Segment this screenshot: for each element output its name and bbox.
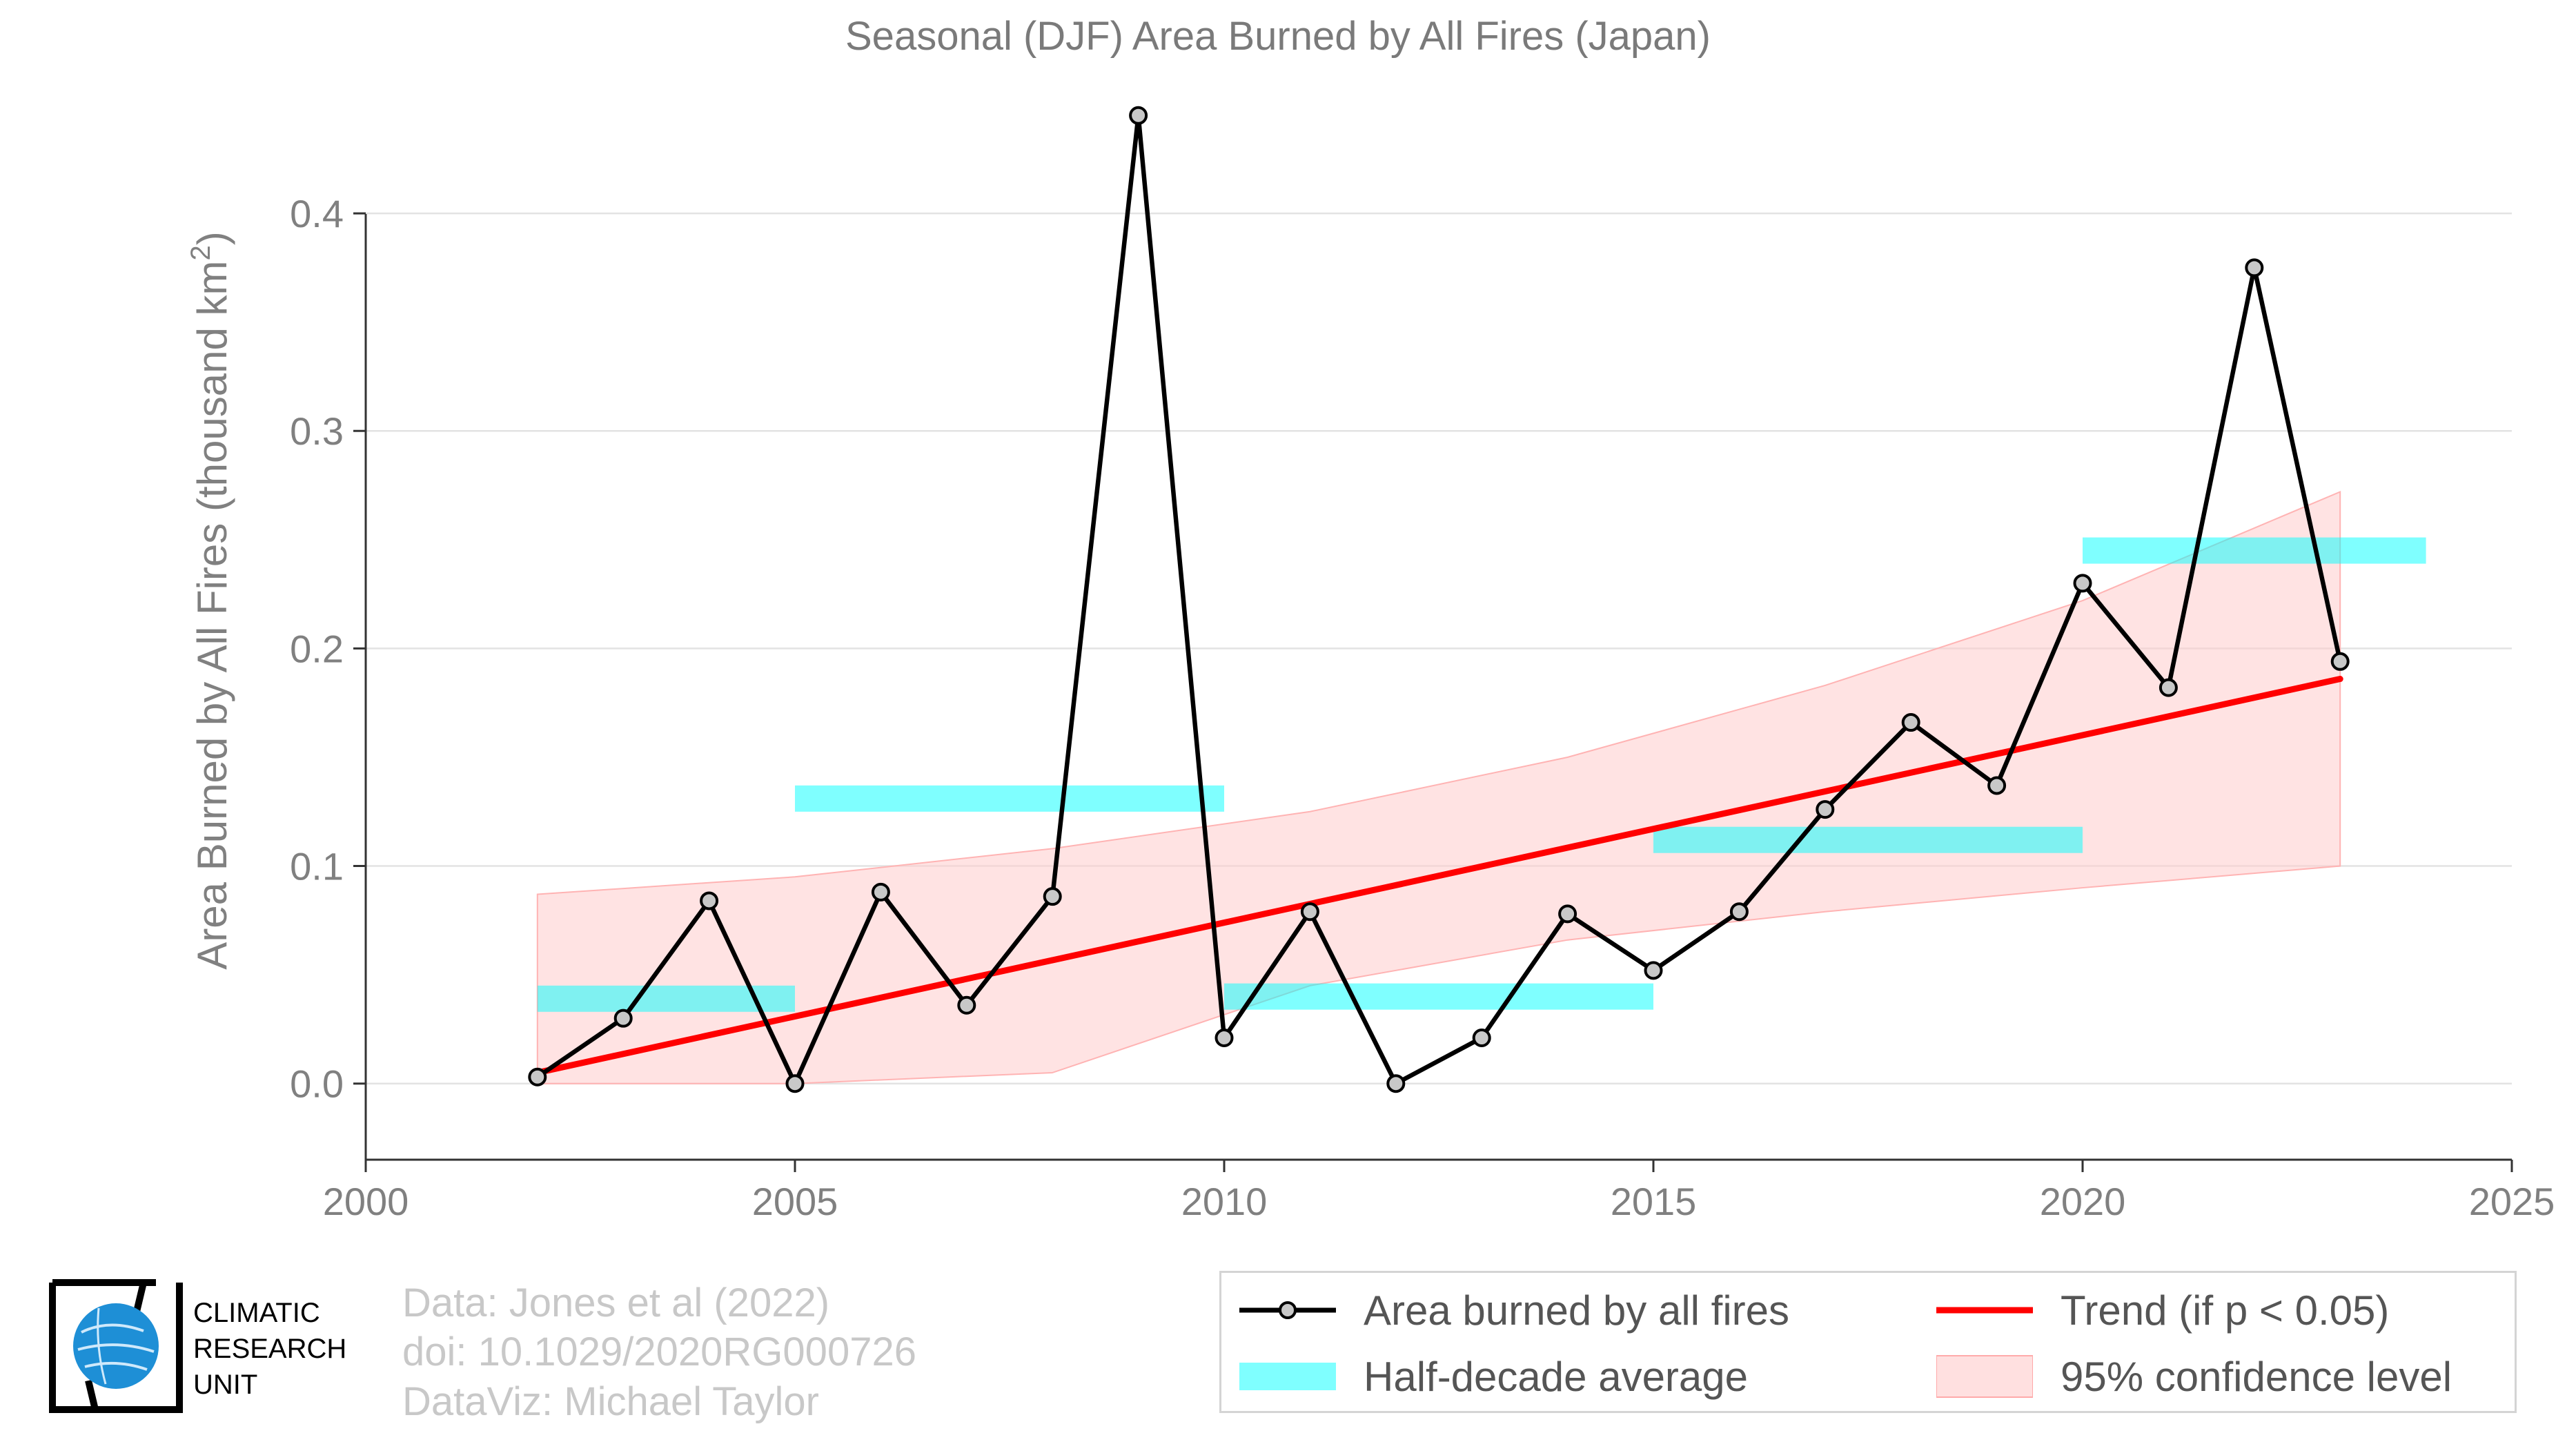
y-axis-label: Area Burned by All Fires (thousand km2) bbox=[186, 231, 235, 969]
legend-red-line-icon bbox=[1936, 1307, 2033, 1314]
y-tick-label: 0.2 bbox=[290, 627, 344, 670]
data-point bbox=[871, 882, 890, 902]
x-tick-label: 2015 bbox=[1611, 1180, 1697, 1223]
credits: Data: Jones et al (2022) doi: 10.1029/20… bbox=[402, 1278, 916, 1426]
x-tick-label: 2005 bbox=[752, 1180, 838, 1223]
legend-cyan-bar-icon bbox=[1239, 1363, 1336, 1390]
x-tick-label: 2010 bbox=[1181, 1180, 1268, 1223]
trend-line bbox=[534, 676, 2343, 1076]
data-point bbox=[1472, 1029, 1491, 1048]
data-point bbox=[700, 891, 719, 910]
data-point bbox=[2330, 652, 2350, 671]
y-axis-label-superscript: 2 bbox=[186, 245, 216, 260]
half-decade-bar bbox=[1224, 983, 1653, 1010]
cru-logo bbox=[49, 1279, 183, 1413]
y-tick-label: 0.1 bbox=[290, 845, 344, 888]
axes: 0.0 0.1 0.2 0.3 0.4 2000 2005 2010 2015 2020 2025 bbox=[290, 192, 2555, 1223]
half-decade-bar bbox=[1653, 826, 2083, 853]
data-point bbox=[2159, 678, 2178, 697]
data-point bbox=[1644, 961, 1663, 980]
half-decade-bars bbox=[537, 537, 2426, 1012]
legend-item-trend: Trend (if p < 0.05) bbox=[1936, 1283, 2389, 1338]
legend: Area burned by all fires Half-decade ave… bbox=[1219, 1271, 2517, 1413]
data-point bbox=[1129, 106, 1148, 125]
data-point bbox=[1729, 902, 1749, 922]
logo-line-2: RESEARCH bbox=[193, 1334, 347, 1364]
credit-doi: doi: 10.1029/2020RG000726 bbox=[402, 1330, 916, 1375]
data-point bbox=[1558, 904, 1577, 924]
legend-item-confidence: 95% confidence level bbox=[1936, 1349, 2452, 1404]
data-point bbox=[613, 1009, 633, 1028]
legend-label: Half-decade average bbox=[1364, 1353, 1749, 1400]
credit-data: Data: Jones et al (2022) bbox=[402, 1280, 830, 1325]
y-axis-label-end: ) bbox=[189, 231, 235, 245]
y-axis-label-main: Area Burned by All Fires (thousand km bbox=[189, 261, 235, 970]
data-point bbox=[1300, 902, 1319, 922]
x-tick-label: 2000 bbox=[323, 1180, 409, 1223]
data-point bbox=[1043, 887, 1062, 906]
data-point bbox=[1901, 713, 1920, 732]
x-tick-label: 2020 bbox=[2040, 1180, 2126, 1223]
legend-label: Trend (if p < 0.05) bbox=[2061, 1287, 2390, 1334]
legend-label: Area burned by all fires bbox=[1364, 1287, 1789, 1334]
logo-text: CLIMATIC RESEARCH UNIT bbox=[193, 1295, 346, 1403]
legend-item-half-decade: Half-decade average bbox=[1239, 1349, 1748, 1404]
x-tick-label: 2025 bbox=[2469, 1180, 2555, 1223]
legend-label: 95% confidence level bbox=[2061, 1353, 2452, 1400]
data-point bbox=[528, 1067, 547, 1087]
data-point bbox=[2073, 574, 2092, 593]
data-point bbox=[2245, 258, 2264, 277]
series-line bbox=[535, 113, 2343, 1086]
credit-dataviz: DataViz: Michael Taylor bbox=[402, 1379, 819, 1424]
legend-line-marker-icon bbox=[1239, 1301, 1336, 1319]
area-burned-series bbox=[528, 106, 2350, 1093]
trend-line-segment bbox=[534, 676, 2343, 1076]
data-point bbox=[957, 995, 976, 1015]
y-tick-label: 0.0 bbox=[290, 1062, 344, 1106]
confidence-band bbox=[536, 490, 2341, 1084]
half-decade-bar bbox=[795, 785, 1224, 812]
data-point bbox=[1816, 800, 1835, 819]
logo-line-1: CLIMATIC bbox=[193, 1298, 320, 1328]
logo-line-3: UNIT bbox=[193, 1370, 258, 1400]
y-tick-label: 0.4 bbox=[290, 192, 344, 235]
data-point bbox=[1987, 776, 2007, 795]
half-decade-bar bbox=[2083, 537, 2426, 564]
chart-title: Seasonal (DJF) Area Burned by All Fires … bbox=[845, 14, 1711, 59]
data-point bbox=[1215, 1029, 1234, 1048]
y-tick-label: 0.3 bbox=[290, 409, 344, 453]
data-point bbox=[785, 1074, 805, 1093]
legend-pink-band-icon bbox=[1936, 1355, 2033, 1398]
legend-item-area-burned: Area burned by all fires bbox=[1239, 1283, 1789, 1338]
confidence-band-area bbox=[536, 490, 2341, 1084]
data-point bbox=[1386, 1074, 1406, 1093]
